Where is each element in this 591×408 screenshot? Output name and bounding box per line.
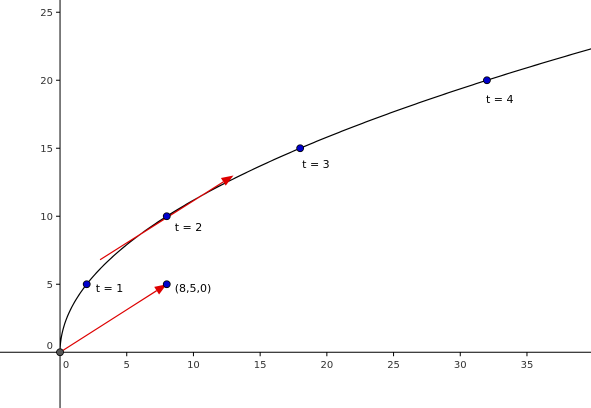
point-label: t = 3 [302, 158, 330, 171]
data-point [82, 280, 91, 289]
position-vector-arrowhead [154, 284, 167, 295]
x-tick-label: 20 [320, 360, 333, 371]
y-tick-label: 20 [40, 76, 53, 87]
point-label: t = 2 [175, 221, 203, 234]
point-label: (8,5,0) [175, 282, 212, 295]
y-tick-label: 10 [40, 212, 53, 223]
y-tick-label: 25 [40, 8, 53, 19]
tangent-vector-arrowhead [220, 175, 234, 186]
data-point [162, 212, 171, 221]
x-tick-label: 35 [521, 360, 534, 371]
x-tick-label: 5 [124, 360, 130, 371]
tangent-vector [99, 181, 224, 261]
tick-labels: 0 5 10 15 20 25 30 35 0 5 10 15 20 25 [40, 8, 533, 371]
position-vector [59, 290, 157, 353]
x-tick-label: 30 [454, 360, 467, 371]
vectors-layer [59, 175, 234, 353]
point-labels: t = 1 t = 2 t = 3 t = 4 (8,5,0) [96, 93, 514, 295]
x-tick-label: 0 [63, 360, 69, 371]
point-label: t = 1 [96, 282, 124, 295]
data-point [162, 280, 171, 289]
points-layer [56, 76, 491, 357]
y-tick-label: 5 [47, 280, 53, 291]
origin-point [56, 348, 64, 357]
x-tick-label: 15 [254, 360, 267, 371]
y-tick-label: 0 [47, 341, 53, 352]
point-label: t = 4 [486, 93, 514, 106]
y-tick-label: 15 [40, 144, 53, 155]
data-point [483, 76, 491, 85]
x-tick-label: 10 [187, 360, 200, 371]
x-tick-label: 25 [387, 360, 400, 371]
data-point [296, 144, 305, 153]
